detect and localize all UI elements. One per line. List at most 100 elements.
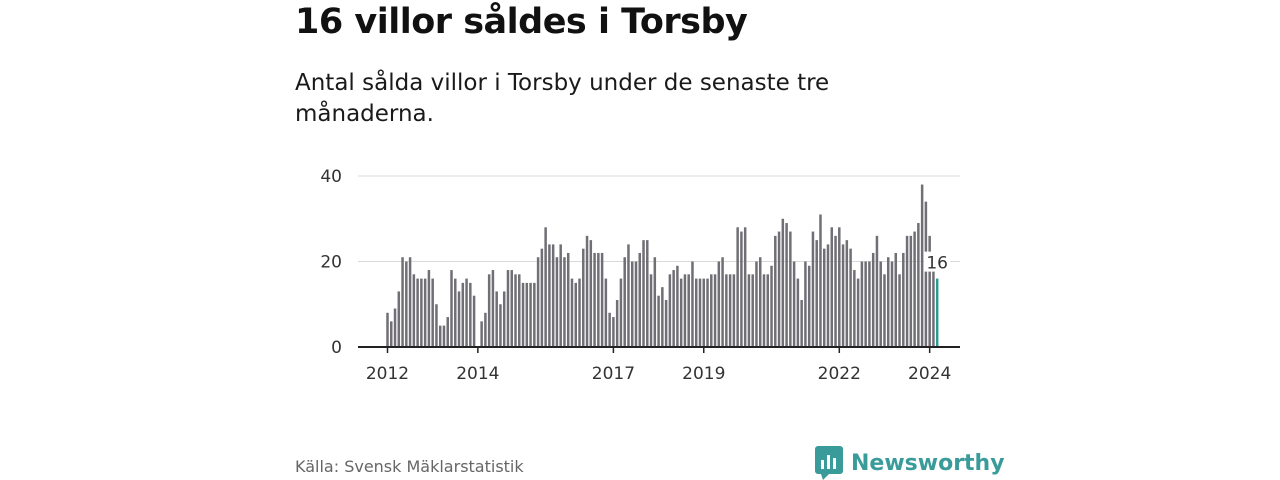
- bar-highlight: [935, 278, 939, 347]
- value-annotation: 16: [926, 254, 948, 274]
- bar: [875, 235, 879, 347]
- bar: [548, 244, 551, 347]
- bar: [770, 265, 773, 347]
- bar: [551, 244, 555, 347]
- x-tick-label: 2019: [682, 364, 725, 384]
- bar: [487, 274, 491, 347]
- bar: [702, 278, 706, 347]
- bar: [450, 270, 453, 347]
- bar: [634, 261, 638, 347]
- bar: [755, 261, 758, 347]
- bar: [811, 231, 815, 347]
- bar: [461, 282, 465, 347]
- bar: [868, 261, 871, 347]
- source-note: Källa: Svensk Mäklarstatistik: [295, 457, 524, 476]
- bar: [664, 299, 668, 347]
- bar: [469, 282, 472, 347]
- bar: [457, 291, 461, 347]
- grid-lines: [358, 175, 960, 262]
- bar: [687, 274, 690, 347]
- bar: [608, 312, 611, 347]
- bar: [661, 287, 664, 347]
- bar: [646, 240, 649, 347]
- bar: [747, 274, 751, 347]
- bar: [582, 248, 585, 347]
- chart-subtitle: Antal sålda villor i Torsby under de sen…: [295, 70, 830, 127]
- bar: [544, 227, 547, 347]
- bar: [717, 261, 721, 347]
- bar: [838, 227, 841, 347]
- bar: [924, 201, 928, 347]
- bar: [593, 252, 596, 347]
- bar: [886, 257, 890, 347]
- bar: [883, 274, 886, 347]
- bar: [845, 240, 849, 347]
- bar: [630, 261, 634, 347]
- bar: [484, 312, 487, 347]
- bar: [796, 278, 800, 347]
- bar: [559, 244, 562, 347]
- bar: [405, 261, 408, 347]
- bar: [623, 257, 626, 347]
- bar: [822, 248, 826, 347]
- newsworthy-brand[interactable]: Newsworthy: [815, 446, 1005, 480]
- bar: [555, 257, 559, 347]
- bar: [454, 278, 457, 347]
- bar: [721, 257, 724, 347]
- bar: [785, 223, 788, 347]
- bar: [894, 252, 898, 347]
- chart-title: 16 villor såldes i Torsby: [295, 2, 748, 42]
- bar: [563, 257, 566, 347]
- bar: [871, 252, 875, 347]
- bar: [879, 261, 882, 347]
- bar: [774, 235, 777, 347]
- bar: [408, 257, 412, 347]
- bar: [491, 270, 495, 347]
- bar: [521, 282, 525, 347]
- bar: [604, 278, 608, 347]
- bar: [777, 231, 781, 347]
- bar: [533, 282, 536, 347]
- bar: [725, 274, 728, 347]
- bars: [386, 184, 939, 347]
- bar: [597, 252, 600, 347]
- bar: [600, 252, 604, 347]
- bar: [649, 274, 653, 347]
- bar: [536, 257, 540, 347]
- bar: [386, 312, 389, 347]
- bar: [442, 325, 446, 347]
- bar: [431, 278, 434, 347]
- bar: [815, 240, 818, 347]
- bar: [668, 274, 672, 347]
- bar: [416, 278, 419, 347]
- bar: [732, 274, 736, 347]
- bar: [694, 278, 698, 347]
- bar: [819, 214, 822, 347]
- bar: [807, 265, 811, 347]
- bar: [860, 261, 864, 347]
- bar: [898, 274, 901, 347]
- bar: [574, 282, 577, 347]
- bar: [638, 252, 642, 347]
- bar: [683, 274, 687, 347]
- bar: [834, 235, 837, 347]
- bar: [390, 321, 393, 347]
- y-tick-label: 40: [320, 167, 342, 187]
- axes: 0 20 40 2012 2014 2017 2019 2022 2024 16: [320, 167, 960, 384]
- bar: [691, 261, 694, 347]
- bar: [890, 261, 894, 347]
- bar: [615, 299, 619, 347]
- bar: [540, 248, 544, 347]
- x-tick-label: 2022: [818, 364, 861, 384]
- bar: [676, 265, 679, 347]
- bar: [762, 274, 766, 347]
- bar: [710, 274, 713, 347]
- bar: [657, 295, 660, 347]
- bar: [909, 235, 913, 347]
- bar: [902, 252, 905, 347]
- bar: [736, 227, 739, 347]
- bar: [920, 184, 924, 347]
- bar: [585, 235, 589, 347]
- bar: [412, 274, 416, 347]
